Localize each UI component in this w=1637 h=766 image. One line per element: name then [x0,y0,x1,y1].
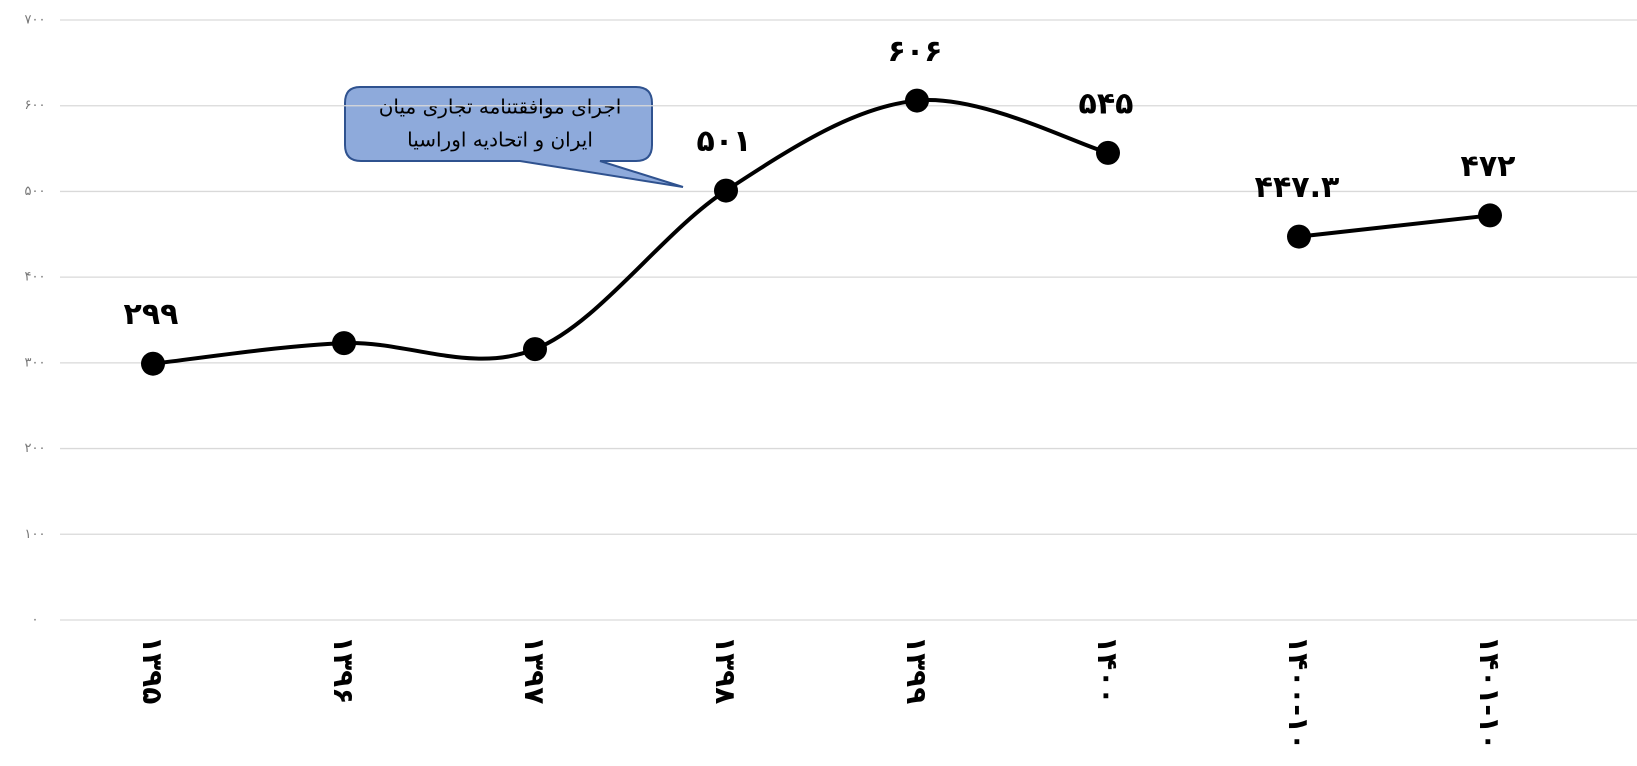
callout [344,86,684,188]
x-tick-label: ۱۳۹۵ [136,636,169,704]
point [141,351,165,376]
annotation-line: ایران و اتحادیه اوراسیا [407,128,593,152]
point [332,331,356,356]
point [1478,203,1502,228]
point [523,337,547,362]
y-tick-label: ۱۰۰ [25,527,46,542]
x-tick-label: ۱۳۹۸ [709,636,742,704]
point [905,88,929,113]
x-tick-label: ۱۴۰۱-۱۰ [1473,636,1506,750]
y-tick-label: ۳۰۰ [25,355,46,370]
annotation-line: اجرای موافقتنامه تجاری میان [379,95,622,119]
y-tick-label: ۴۰۰ [25,270,46,285]
point [714,178,738,203]
x-tick-label: ۱۳۹۷ [518,636,551,704]
point [1096,140,1120,165]
y-tick-label: ۲۰۰ [25,441,46,456]
line [1298,213,1491,239]
y-tick-label: ۰ [32,613,39,628]
data-label: ۴۷۲ [1461,149,1516,184]
y-tick-label: ۷۰۰ [25,13,46,28]
point [1287,224,1311,249]
x-tick-label: ۱۴۰۰-۱۰ [1282,636,1315,750]
y-tick-label: ۶۰۰ [25,98,46,113]
x-tick-label: ۱۳۹۶ [327,636,360,704]
data-label: ۴۴۷.۳ [1255,170,1340,205]
x-tick-label: ۱۳۹۹ [900,636,933,704]
data-label: ۵۴۵ [1079,86,1134,121]
y-tick-label: ۵۰۰ [25,184,46,199]
data-label: ۲۹۹ [124,297,179,332]
data-label: ۶۰۶ [888,34,943,69]
x-tick-label: ۱۴۰۰ [1091,636,1124,704]
data-label: ۵۰۱ [697,124,752,159]
